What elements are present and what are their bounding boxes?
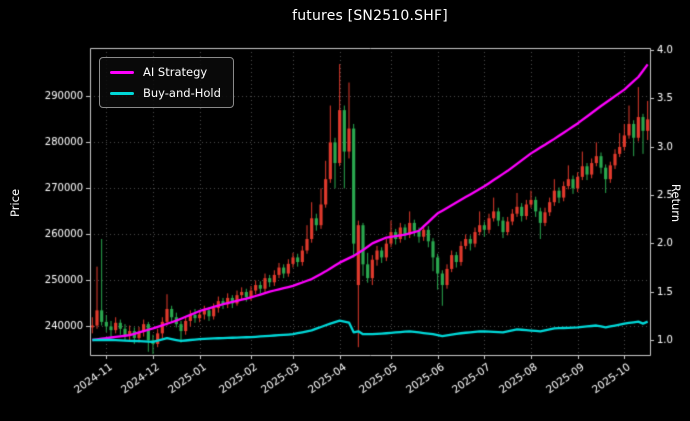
chart-title: futures [SN2510.SHF]	[292, 8, 448, 24]
cyan-line-swatch-icon	[110, 91, 134, 95]
legend-label-buy-and-hold: Buy-and-Hold	[143, 86, 221, 100]
magenta-line-swatch-icon	[110, 70, 134, 74]
chart-legend: AI Strategy Buy-and-Hold	[99, 57, 234, 108]
y-axis-label-price: Price	[8, 188, 22, 218]
legend-item-ai-strategy: AI Strategy	[110, 65, 221, 79]
y-axis-label-return: Return	[669, 183, 683, 223]
legend-label-ai-strategy: AI Strategy	[143, 65, 208, 79]
legend-item-buy-and-hold: Buy-and-Hold	[110, 86, 221, 100]
